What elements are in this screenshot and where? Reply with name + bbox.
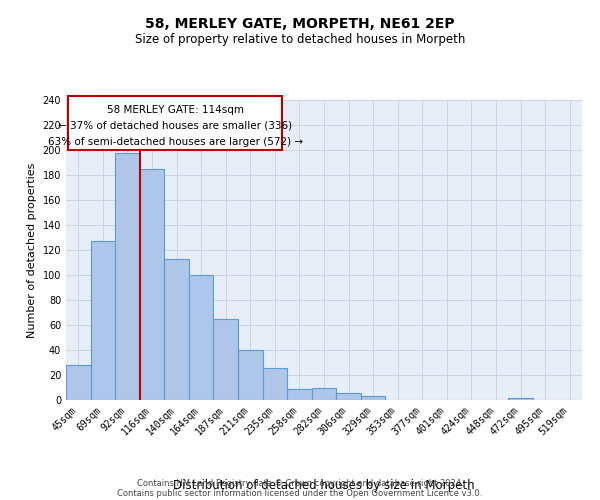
Bar bbox=[115, 152, 140, 400]
Bar bbox=[164, 259, 189, 400]
Text: 63% of semi-detached houses are larger (572) →: 63% of semi-detached houses are larger (… bbox=[48, 137, 303, 147]
Bar bbox=[189, 275, 214, 400]
Bar bbox=[263, 368, 287, 400]
Bar bbox=[214, 319, 238, 400]
FancyBboxPatch shape bbox=[68, 96, 282, 150]
Bar bbox=[66, 365, 91, 400]
Bar bbox=[140, 169, 164, 400]
Text: Contains public sector information licensed under the Open Government Licence v3: Contains public sector information licen… bbox=[118, 488, 482, 498]
Bar bbox=[312, 388, 336, 400]
Bar bbox=[238, 350, 263, 400]
Text: 58 MERLEY GATE: 114sqm: 58 MERLEY GATE: 114sqm bbox=[107, 104, 244, 115]
Text: Contains HM Land Registry data © Crown copyright and database right 2024.: Contains HM Land Registry data © Crown c… bbox=[137, 478, 463, 488]
X-axis label: Distribution of detached houses by size in Morpeth: Distribution of detached houses by size … bbox=[173, 478, 475, 492]
Y-axis label: Number of detached properties: Number of detached properties bbox=[27, 162, 37, 338]
Bar bbox=[508, 398, 533, 400]
Bar bbox=[336, 392, 361, 400]
Text: ← 37% of detached houses are smaller (336): ← 37% of detached houses are smaller (33… bbox=[58, 121, 292, 131]
Bar bbox=[361, 396, 385, 400]
Bar bbox=[287, 389, 312, 400]
Text: 58, MERLEY GATE, MORPETH, NE61 2EP: 58, MERLEY GATE, MORPETH, NE61 2EP bbox=[145, 18, 455, 32]
Bar bbox=[91, 242, 115, 400]
Text: Size of property relative to detached houses in Morpeth: Size of property relative to detached ho… bbox=[135, 32, 465, 46]
